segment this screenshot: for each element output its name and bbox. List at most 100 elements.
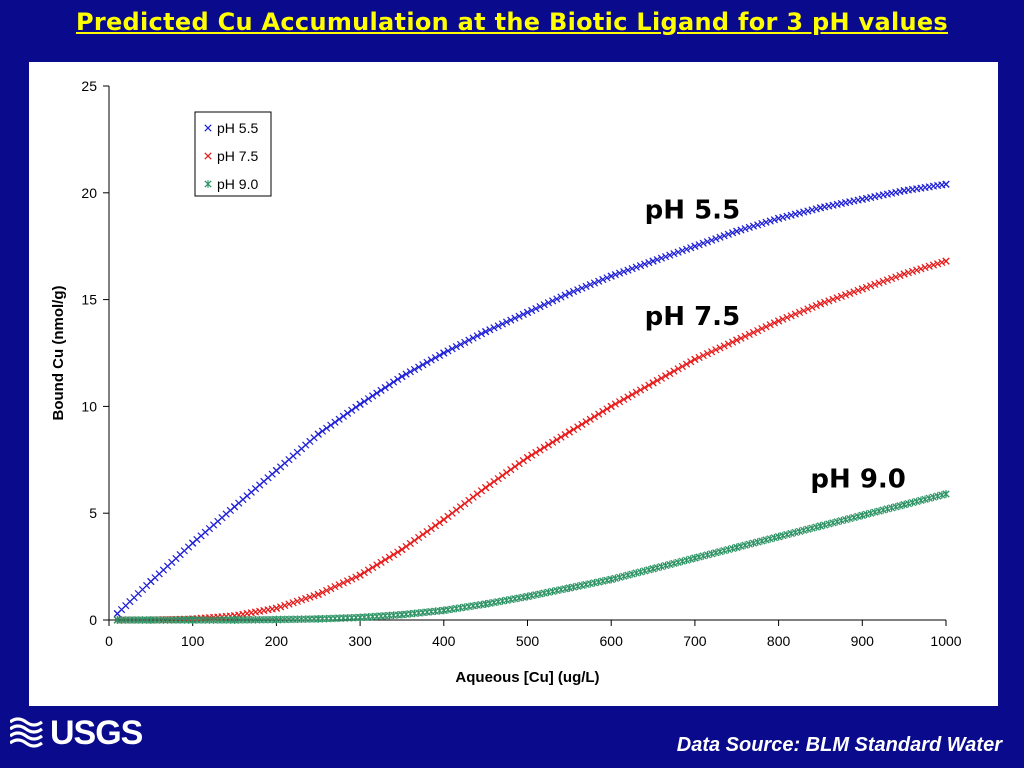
marker-stroke xyxy=(486,480,494,489)
series-marker xyxy=(942,257,950,265)
series-marker xyxy=(540,301,548,309)
marker-stroke xyxy=(486,326,494,334)
series-marker xyxy=(624,571,632,579)
marker-stroke xyxy=(666,369,674,378)
marker-stroke xyxy=(808,303,816,311)
marker-stroke xyxy=(574,423,582,431)
marker-stroke xyxy=(787,211,795,219)
series-marker xyxy=(783,212,791,220)
marker-stroke xyxy=(904,269,912,277)
marker-stroke xyxy=(846,289,854,298)
series-marker xyxy=(389,378,398,386)
series-marker xyxy=(540,443,548,452)
series-marker xyxy=(595,277,603,285)
series-marker xyxy=(699,351,707,360)
series-marker xyxy=(837,516,845,525)
series-marker xyxy=(502,468,511,477)
series-marker xyxy=(607,575,615,584)
series-marker xyxy=(415,533,423,542)
marker-stroke xyxy=(582,282,590,290)
marker-stroke xyxy=(369,392,377,400)
series-marker xyxy=(431,521,440,530)
marker-stroke xyxy=(670,367,678,375)
marker-stroke xyxy=(754,326,762,335)
marker-stroke xyxy=(749,328,758,337)
series-marker xyxy=(486,326,494,334)
series-marker xyxy=(611,574,620,583)
series-marker xyxy=(766,321,774,329)
series-marker xyxy=(837,292,845,301)
marker-stroke xyxy=(327,584,335,593)
marker-stroke xyxy=(708,236,716,244)
series-marker xyxy=(557,433,565,441)
marker-stroke xyxy=(427,356,435,364)
series-marker xyxy=(653,376,661,385)
series-marker xyxy=(586,281,594,289)
marker-stroke xyxy=(272,604,281,612)
series-marker xyxy=(410,536,419,545)
x-tick-label: 600 xyxy=(600,633,624,649)
series-marker xyxy=(917,265,925,273)
marker-stroke xyxy=(285,600,293,608)
series-marker xyxy=(515,312,523,320)
marker-stroke xyxy=(804,207,812,215)
marker-stroke xyxy=(657,254,666,262)
series-marker xyxy=(921,263,929,272)
series-marker xyxy=(883,276,892,284)
series-marker xyxy=(816,300,825,308)
marker-stroke xyxy=(628,391,636,399)
marker-stroke xyxy=(636,262,645,270)
series-marker xyxy=(887,274,896,283)
series-marker xyxy=(389,551,398,559)
marker-stroke xyxy=(528,306,536,315)
marker-stroke xyxy=(448,509,456,517)
marker-stroke xyxy=(314,430,322,438)
marker-stroke xyxy=(335,581,343,589)
series-marker xyxy=(628,570,636,578)
marker-stroke xyxy=(611,400,620,408)
marker-stroke xyxy=(632,388,640,396)
marker-stroke xyxy=(578,420,586,428)
marker-stroke xyxy=(716,233,724,241)
series-marker xyxy=(661,372,670,380)
chart-panel: 0 100 200 300 400 500 600 700 800 900 1000 0 5 10 15 20… xyxy=(29,62,998,706)
marker-stroke xyxy=(720,342,728,350)
curve-label: pH 7.5 xyxy=(645,302,740,332)
marker-stroke xyxy=(331,583,339,591)
series-marker xyxy=(381,383,389,392)
marker-stroke xyxy=(741,332,749,340)
series-marker xyxy=(670,250,678,258)
marker-stroke xyxy=(281,601,289,610)
marker-stroke xyxy=(482,328,490,336)
series-marker xyxy=(787,211,795,219)
marker-stroke xyxy=(561,291,569,299)
series-marker xyxy=(607,272,615,280)
marker-stroke xyxy=(498,471,507,480)
series-marker xyxy=(423,527,431,536)
series-marker xyxy=(402,370,410,378)
series-marker xyxy=(728,338,737,346)
marker-stroke xyxy=(322,424,331,432)
series-marker xyxy=(929,493,938,501)
series-marker xyxy=(682,360,691,368)
series-marker xyxy=(774,214,783,223)
series-marker xyxy=(595,410,603,418)
marker-stroke xyxy=(745,330,753,339)
series-marker xyxy=(590,279,599,287)
marker-stroke xyxy=(862,283,871,292)
marker-stroke xyxy=(204,152,212,160)
series-marker xyxy=(808,206,816,214)
series-marker xyxy=(762,536,770,544)
series-marker xyxy=(804,525,812,534)
marker-stroke xyxy=(758,219,766,228)
marker-stroke xyxy=(603,274,611,282)
series-marker xyxy=(800,208,808,216)
marker-stroke xyxy=(875,279,883,287)
series-marker xyxy=(942,180,950,188)
series-marker xyxy=(934,492,942,500)
marker-stroke xyxy=(779,213,787,221)
series-marker xyxy=(369,563,377,572)
series-marker xyxy=(402,542,410,551)
marker-stroke xyxy=(276,603,285,611)
marker-stroke xyxy=(565,428,573,436)
